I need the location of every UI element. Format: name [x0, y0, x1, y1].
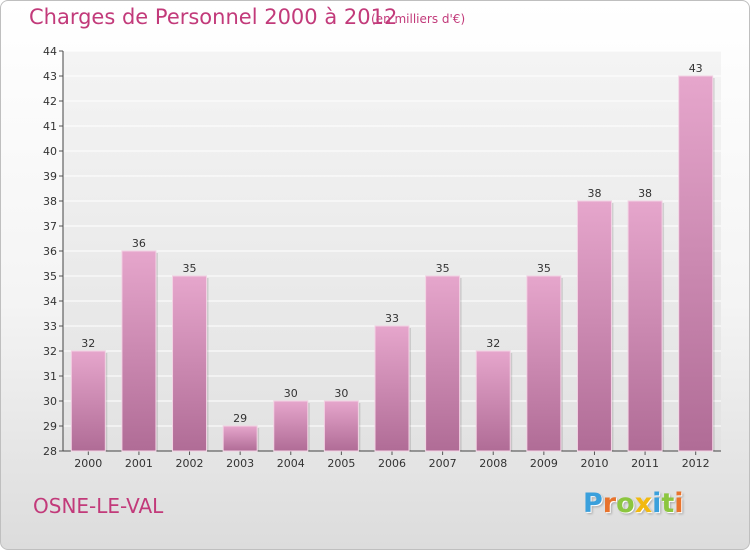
y-tick-label: 43 [43, 70, 57, 83]
bar-2012 [678, 75, 714, 452]
logo-letter: r [602, 488, 617, 519]
proxiti-logo: Proxiti [583, 488, 684, 519]
bar-2001 [121, 250, 157, 452]
bar-2003 [222, 425, 258, 452]
x-tick-label: 2008 [479, 457, 507, 470]
data-label: 35 [183, 262, 197, 275]
y-tick-label: 41 [43, 120, 57, 133]
x-tick-label: 2005 [327, 457, 355, 470]
commune-name: OSNE-LE-VAL [33, 494, 164, 518]
x-tick-label: 2009 [530, 457, 558, 470]
y-tick-label: 31 [43, 370, 57, 383]
data-label: 35 [436, 262, 450, 275]
y-tick-label: 35 [43, 270, 57, 283]
x-tick-label: 2000 [74, 457, 102, 470]
logo-letter: i [652, 488, 662, 519]
x-tick-label: 2001 [125, 457, 153, 470]
bar-2004 [273, 400, 309, 452]
y-tick-label: 39 [43, 170, 57, 183]
chart-subtitle: (en milliers d'€) [371, 12, 466, 26]
y-tick-label: 36 [43, 245, 57, 258]
x-tick-label: 2003 [226, 457, 254, 470]
x-tick-label: 2004 [277, 457, 305, 470]
logo-letter: P [583, 488, 603, 519]
data-label: 32 [486, 337, 500, 350]
y-tick-label: 37 [43, 220, 57, 233]
y-tick-label: 28 [43, 445, 57, 458]
y-tick-label: 40 [43, 145, 57, 158]
bar-2002 [172, 275, 208, 452]
x-tick-label: 2007 [429, 457, 457, 470]
chart-title: Charges de Personnel 2000 à 2012 [29, 5, 398, 29]
data-label: 38 [638, 187, 652, 200]
y-tick-label: 34 [43, 295, 57, 308]
bar-2010 [576, 200, 612, 452]
data-label: 32 [81, 337, 95, 350]
y-tick-label: 30 [43, 395, 57, 408]
data-label: 36 [132, 237, 146, 250]
bar-2008 [475, 350, 511, 452]
data-label: 43 [689, 62, 703, 75]
x-tick-label: 2002 [176, 457, 204, 470]
y-tick-label: 42 [43, 95, 57, 108]
data-label: 29 [233, 412, 247, 425]
logo-letter: i [674, 488, 684, 519]
data-label: 38 [587, 187, 601, 200]
data-label: 30 [284, 387, 298, 400]
bar-2011 [627, 200, 663, 452]
y-tick-label: 29 [43, 420, 57, 433]
bar-2006 [374, 325, 410, 452]
bar-2000 [70, 350, 106, 452]
x-tick-label: 2011 [631, 457, 659, 470]
data-label: 33 [385, 312, 399, 325]
bar-2005 [323, 400, 359, 452]
x-tick-label: 2012 [682, 457, 710, 470]
logo-letter: o [616, 488, 635, 519]
logo-letter: x [634, 488, 653, 519]
x-tick-label: 2006 [378, 457, 406, 470]
y-tick-label: 33 [43, 320, 57, 333]
data-label: 35 [537, 262, 551, 275]
y-tick-label: 38 [43, 195, 57, 208]
y-tick-label: 32 [43, 345, 57, 358]
bar-2007 [425, 275, 461, 452]
bar-2009 [526, 275, 562, 452]
data-label: 30 [334, 387, 348, 400]
y-tick-label: 44 [43, 45, 57, 58]
logo-letter: t [661, 488, 675, 519]
x-tick-label: 2010 [580, 457, 608, 470]
